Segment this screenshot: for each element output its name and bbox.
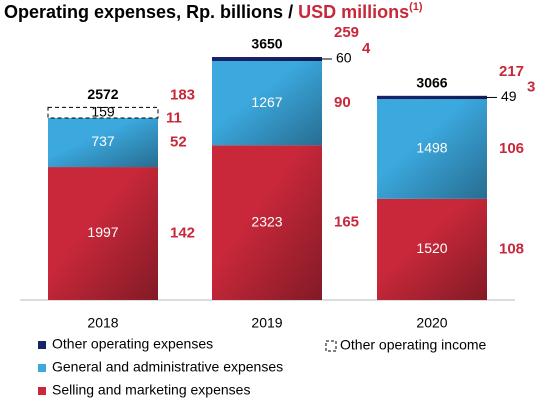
total-label: 3066 [416,75,447,91]
shade [212,145,322,300]
usd-label: 165 [334,214,359,231]
legend-label: General and administrative expenses [52,359,283,375]
income-box [47,106,159,119]
legend-label: Other operating income [340,337,487,353]
segment-label: 1997 [87,224,118,240]
usd-total: 259 [334,24,359,41]
usd-label: 52 [170,133,187,150]
chart-title: Operating expenses, Rp. billions / USD m… [4,1,423,22]
legend-swatch [38,341,46,349]
usd-label: 142 [170,224,195,241]
shade [212,60,322,146]
legend-label: Selling and marketing expenses [52,382,250,398]
title-highlight: USD millions [298,2,409,22]
segment-label: 60 [336,50,352,66]
legend-swatch [325,340,337,352]
usd-label: 3 [527,78,535,95]
total-label: 2572 [87,86,118,102]
usd-total: 217 [499,63,524,80]
shade [212,57,322,61]
usd-label: 11 [166,110,182,127]
legend-label: Other operating expenses [52,336,213,352]
title-note: (1) [409,1,423,13]
usd-label: 4 [362,40,371,57]
shade [377,95,487,100]
legend-swatch [38,387,46,395]
segment-label: 737 [91,133,115,149]
x-tick-label: 2019 [251,315,282,331]
x-tick-label: 2020 [416,315,447,331]
usd-label: 90 [334,94,351,111]
segment-label: 159 [91,103,115,119]
segment-label: 2323 [251,213,282,229]
shade [377,198,487,300]
usd-label: 108 [499,240,524,257]
legend-swatch [38,364,46,372]
shade [48,167,158,300]
total-label: 3650 [251,36,282,52]
segment-label: 1498 [416,140,447,156]
segment-label: 1267 [251,94,282,110]
segment-label: 1520 [416,240,447,256]
usd-label: 106 [499,140,524,157]
usd-total: 183 [170,86,195,103]
shade [377,99,487,199]
segment-label: 49 [501,88,517,104]
shade [48,117,158,168]
title-main: Operating expenses, Rp. billions / [4,2,298,22]
x-tick-label: 2018 [87,315,118,331]
